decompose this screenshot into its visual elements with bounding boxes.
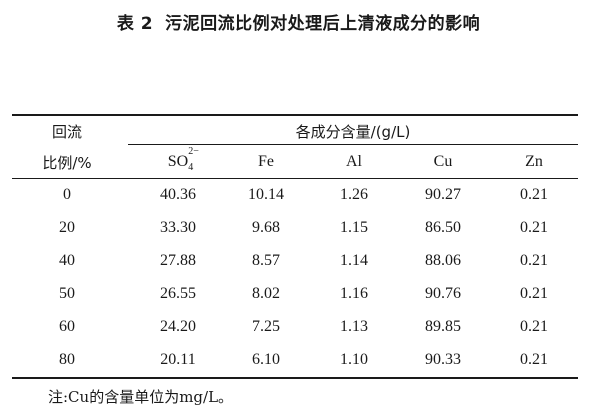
column-group-header: 各成分含量/(g/L) xyxy=(295,123,411,141)
row-value-cell: 33.30 xyxy=(160,219,196,236)
table-number: 表 2 xyxy=(116,14,154,34)
row-header-line1: 回流 xyxy=(51,123,83,141)
row-ratio-cell: 80 xyxy=(59,351,75,368)
row-value-cell: 90.27 xyxy=(425,186,461,203)
row-value-cell: 8.57 xyxy=(252,252,280,269)
row-value-cell: 0.21 xyxy=(520,285,548,302)
row-value-cell: 90.76 xyxy=(425,285,461,302)
row-value-cell: 0.21 xyxy=(520,186,548,203)
row-value-cell: 0.21 xyxy=(520,351,548,368)
column-header-so4: SO 2− 4 xyxy=(167,146,199,173)
top-rule xyxy=(12,114,578,116)
column-header-zn: Zn xyxy=(525,153,543,170)
header-subrule xyxy=(128,144,578,145)
row-ratio-cell: 60 xyxy=(59,318,75,335)
column-header-al: Al xyxy=(346,153,362,170)
column-header-cu: Cu xyxy=(433,153,453,170)
row-ratio-cell: 0 xyxy=(63,186,71,203)
row-ratio-cell: 20 xyxy=(59,219,75,236)
row-value-cell: 40.36 xyxy=(160,186,196,203)
row-header-line2: 比例/% xyxy=(42,154,92,172)
row-value-cell: 1.10 xyxy=(340,351,368,368)
column-header-fe: Fe xyxy=(258,153,274,170)
row-ratio-cell: 40 xyxy=(59,252,75,269)
row-ratio-cell: 50 xyxy=(59,285,75,302)
row-value-cell: 0.21 xyxy=(520,219,548,236)
row-value-cell: 1.15 xyxy=(340,219,368,236)
row-value-cell: 26.55 xyxy=(160,285,196,302)
row-value-cell: 89.85 xyxy=(425,318,461,335)
row-value-cell: 0.21 xyxy=(520,252,548,269)
row-value-cell: 9.68 xyxy=(252,219,280,236)
row-value-cell: 1.16 xyxy=(340,285,368,302)
row-value-cell: 1.13 xyxy=(340,318,368,335)
header-rule xyxy=(12,178,578,179)
row-value-cell: 6.10 xyxy=(252,351,280,368)
row-value-cell: 20.11 xyxy=(160,351,196,368)
table-note: 注:Cu的含量单位为mg/L。 xyxy=(48,388,234,406)
row-value-cell: 7.25 xyxy=(252,318,280,335)
row-value-cell: 27.88 xyxy=(160,252,196,269)
row-value-cell: 10.14 xyxy=(248,186,284,203)
table-title: 污泥回流比例对处理后上清液成分的影响 xyxy=(165,14,481,34)
row-value-cell: 86.50 xyxy=(425,219,461,236)
row-value-cell: 8.02 xyxy=(252,285,280,302)
row-value-cell: 0.21 xyxy=(520,318,548,335)
row-value-cell: 1.26 xyxy=(340,186,368,203)
row-value-cell: 24.20 xyxy=(160,318,196,335)
table-caption: 表 2 污泥回流比例对处理后上清液成分的影响 xyxy=(0,9,597,34)
row-value-cell: 88.06 xyxy=(425,252,461,269)
row-value-cell: 1.14 xyxy=(340,252,368,269)
bottom-rule xyxy=(12,377,578,379)
row-value-cell: 90.33 xyxy=(425,351,461,368)
